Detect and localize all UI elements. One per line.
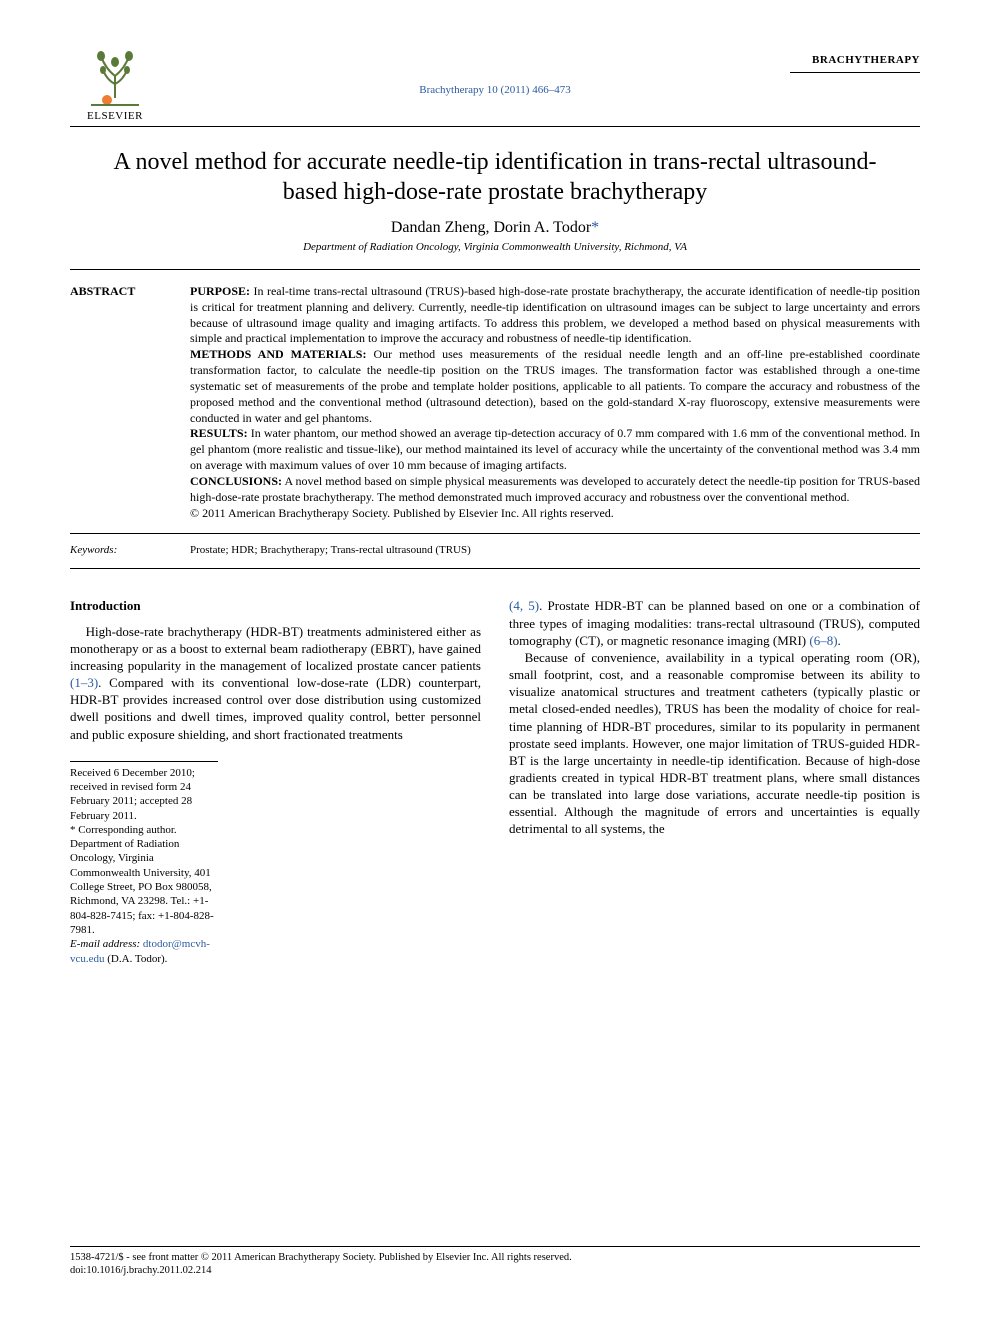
abstract-conclusions-label: CONCLUSIONS: — [190, 474, 282, 488]
footnote-received: Received 6 December 2010; received in re… — [70, 766, 218, 823]
body-columns: Introduction High-dose-rate brachytherap… — [70, 597, 920, 965]
keywords-label: Keywords: — [70, 544, 190, 556]
publisher-name: ELSEVIER — [87, 110, 143, 122]
article-title: A novel method for accurate needle-tip i… — [90, 147, 900, 207]
abstract-results: In water phantom, our method showed an a… — [190, 426, 920, 472]
email-suffix: (D.A. Todor). — [105, 953, 168, 965]
intro-p1-a: High-dose-rate brachytherapy (HDR-BT) tr… — [70, 624, 481, 673]
keywords-row: Keywords: Prostate; HDR; Brachytherapy; … — [70, 534, 920, 569]
abstract-block: ABSTRACT PURPOSE: In real-time trans-rec… — [70, 269, 920, 534]
introduction-heading: Introduction — [70, 597, 481, 614]
intro-paragraph-3: Because of convenience, availability in … — [509, 649, 920, 838]
right-column: (4, 5). Prostate HDR-BT can be planned b… — [509, 597, 920, 965]
abstract-methods-label: METHODS AND MATERIALS: — [190, 347, 366, 361]
intro-p1-b: . Compared with its conventional low-dos… — [70, 675, 481, 741]
abstract-copyright: © 2011 American Brachytherapy Society. P… — [190, 506, 614, 520]
keywords-text: Prostate; HDR; Brachytherapy; Trans-rect… — [190, 544, 471, 556]
abstract-conclusions: A novel method based on simple physical … — [190, 474, 920, 504]
abstract-results-label: RESULTS: — [190, 426, 248, 440]
journal-logo: BRACHYTHERAPY — [790, 48, 920, 73]
author-list: Dandan Zheng, Dorin A. Todor* — [70, 219, 920, 237]
footer-copyright: 1538-4721/$ - see front matter © 2011 Am… — [70, 1251, 920, 1265]
left-column: Introduction High-dose-rate brachytherap… — [70, 597, 481, 965]
ref-link-6-8[interactable]: (6–8) — [809, 633, 837, 648]
header-rule — [70, 126, 920, 127]
footnote-email-line: E-mail address: dtodor@mcvh-vcu.edu (D.A… — [70, 937, 218, 966]
footer-doi: doi:10.1016/j.brachy.2011.02.214 — [70, 1264, 920, 1278]
elsevier-tree-logo-icon — [87, 48, 143, 108]
abstract-purpose-label: PURPOSE: — [190, 284, 250, 298]
page-footer: 1538-4721/$ - see front matter © 2011 Am… — [70, 1246, 920, 1278]
abstract-body: PURPOSE: In real-time trans-rectal ultra… — [190, 284, 920, 521]
footnotes: Received 6 December 2010; received in re… — [70, 761, 218, 966]
affiliation: Department of Radiation Oncology, Virgin… — [70, 241, 920, 253]
intro-p2-b: . — [838, 633, 841, 648]
publisher-block: ELSEVIER — [70, 48, 160, 122]
intro-paragraph-2: (4, 5). Prostate HDR-BT can be planned b… — [509, 597, 920, 648]
abstract-label: ABSTRACT — [70, 284, 190, 521]
intro-p2-a: . Prostate HDR-BT can be planned based o… — [509, 598, 920, 647]
corresponding-marker[interactable]: * — [591, 219, 599, 236]
citation-line[interactable]: Brachytherapy 10 (2011) 466–473 — [70, 84, 920, 96]
email-label: E-mail address: — [70, 938, 140, 950]
authors-text: Dandan Zheng, Dorin A. Todor — [391, 219, 591, 236]
ref-link-1-3[interactable]: (1–3) — [70, 675, 98, 690]
intro-paragraph-1: High-dose-rate brachytherapy (HDR-BT) tr… — [70, 623, 481, 743]
footnote-corresponding: * Corresponding author. Department of Ra… — [70, 823, 218, 937]
abstract-purpose: In real-time trans-rectal ultrasound (TR… — [190, 284, 920, 345]
ref-link-4-5[interactable]: (4, 5) — [509, 598, 539, 613]
